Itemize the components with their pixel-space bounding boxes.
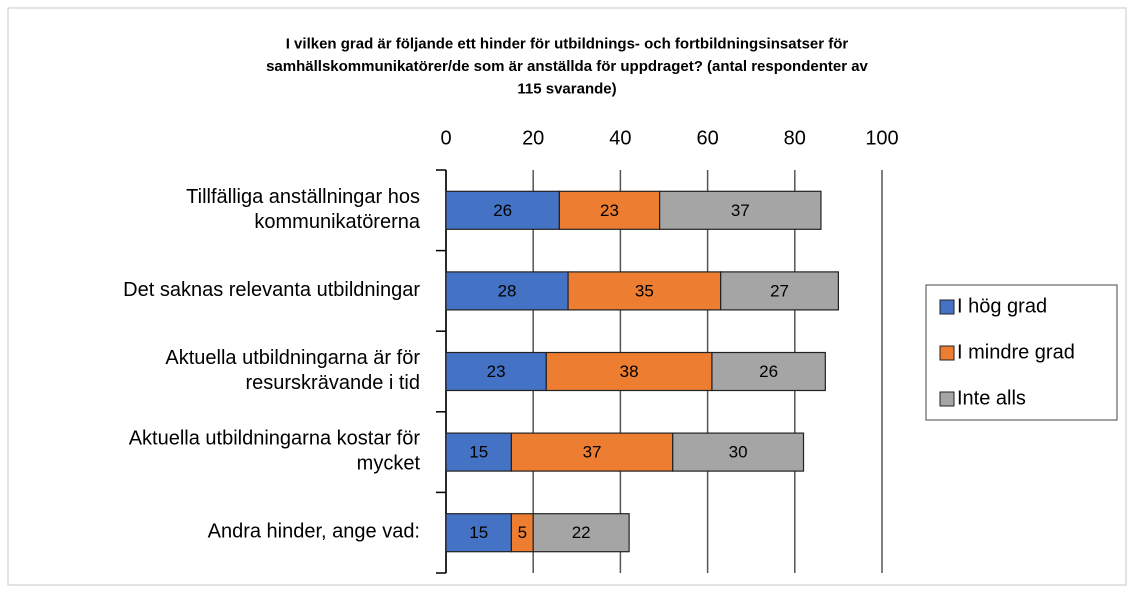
x-tick-label: 40	[609, 127, 631, 149]
x-tick-label: 20	[522, 127, 544, 149]
legend-box	[925, 284, 1118, 421]
legend-swatch	[939, 299, 955, 315]
y-tick-label: Tillfälliga anställningar hos kommunikatö…	[186, 186, 421, 233]
bar	[567, 271, 722, 311]
chart-title: I vilken grad är följande ett hinder för…	[266, 35, 868, 97]
y-tick-label: Det saknas relevanta utbildningar	[123, 279, 420, 301]
data-label: 23	[487, 362, 506, 381]
data-label: 5	[518, 523, 527, 542]
data-label: 35	[635, 281, 654, 300]
data-label: 37	[583, 443, 602, 462]
bar	[711, 351, 826, 392]
legend-swatch	[939, 391, 955, 407]
data-label: 27	[770, 281, 789, 300]
data-label: 15	[469, 443, 488, 462]
data-label: 37	[731, 201, 750, 220]
data-label: 15	[469, 523, 488, 542]
bar	[672, 432, 805, 472]
legend-swatch	[939, 345, 955, 361]
data-label: 26	[493, 201, 512, 220]
bar	[445, 513, 513, 553]
data-label: 23	[600, 201, 619, 220]
bar	[445, 271, 569, 311]
data-label: 30	[729, 443, 748, 462]
y-tick-label: Aktuella utbildningarna är för resurskräv…	[165, 347, 420, 394]
bar	[720, 271, 839, 311]
bar	[532, 513, 630, 553]
bar	[659, 190, 822, 230]
x-tick-label: 60	[696, 127, 718, 149]
y-tick-label: Andra hinder, ange vad:	[208, 521, 420, 543]
data-label: 38	[620, 362, 639, 381]
x-tick-label: 100	[865, 127, 898, 149]
legend-label: I hög grad	[957, 295, 1047, 317]
data-label: 28	[498, 281, 517, 300]
legend-label: I mindre grad	[957, 341, 1075, 363]
x-tick-label: 80	[784, 127, 806, 149]
data-label: 26	[759, 362, 778, 381]
bar	[445, 351, 547, 392]
bar	[545, 351, 713, 392]
data-label: 22	[572, 523, 591, 542]
x-tick-label: 0	[440, 127, 451, 149]
y-tick-label: Aktuella utbildningarna kostar för mycket	[129, 428, 421, 475]
legend-label: Inte alls	[957, 387, 1026, 409]
